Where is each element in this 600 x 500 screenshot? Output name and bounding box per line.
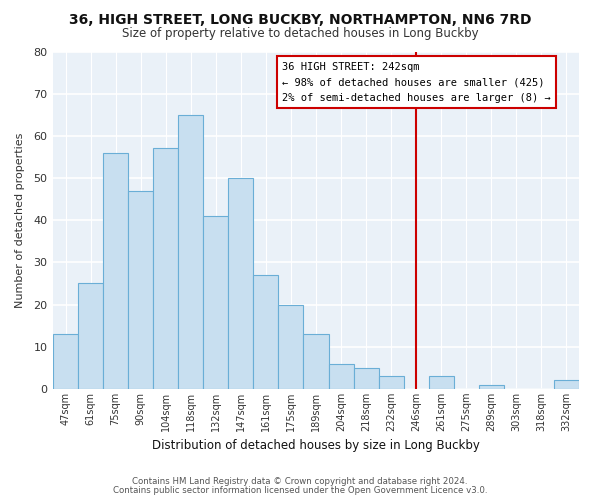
Bar <box>128 190 153 389</box>
Text: 36, HIGH STREET, LONG BUCKBY, NORTHAMPTON, NN6 7RD: 36, HIGH STREET, LONG BUCKBY, NORTHAMPTO… <box>69 12 531 26</box>
Bar <box>278 304 304 389</box>
Bar <box>353 368 379 389</box>
Bar <box>554 380 579 389</box>
Bar <box>153 148 178 389</box>
Bar <box>53 334 78 389</box>
Bar <box>379 376 404 389</box>
Bar <box>479 384 504 389</box>
Text: Size of property relative to detached houses in Long Buckby: Size of property relative to detached ho… <box>122 28 478 40</box>
Bar <box>103 152 128 389</box>
Bar <box>329 364 353 389</box>
X-axis label: Distribution of detached houses by size in Long Buckby: Distribution of detached houses by size … <box>152 440 480 452</box>
Bar <box>429 376 454 389</box>
Bar <box>203 216 229 389</box>
Text: Contains public sector information licensed under the Open Government Licence v3: Contains public sector information licen… <box>113 486 487 495</box>
Bar <box>78 284 103 389</box>
Text: 36 HIGH STREET: 242sqm
← 98% of detached houses are smaller (425)
2% of semi-det: 36 HIGH STREET: 242sqm ← 98% of detached… <box>282 62 551 103</box>
Bar <box>304 334 329 389</box>
Bar <box>229 178 253 389</box>
Text: Contains HM Land Registry data © Crown copyright and database right 2024.: Contains HM Land Registry data © Crown c… <box>132 477 468 486</box>
Bar <box>178 115 203 389</box>
Y-axis label: Number of detached properties: Number of detached properties <box>15 132 25 308</box>
Bar <box>253 275 278 389</box>
